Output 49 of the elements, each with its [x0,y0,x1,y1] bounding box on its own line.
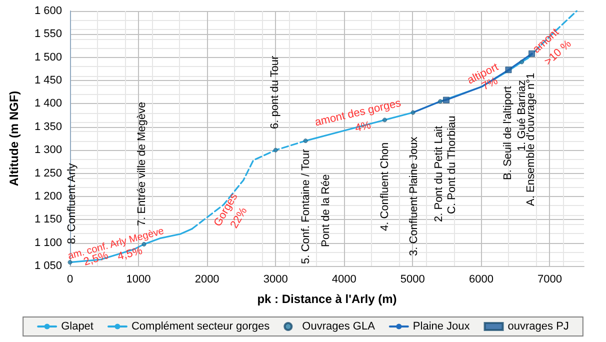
y-tick-label: 1 300 [34,144,62,156]
x-tick-label: 6000 [468,274,494,286]
annotation: 3. Confluent Plaine Joux [408,136,420,256]
point [410,110,416,115]
legend-label: ouvrages PJ [508,320,569,332]
point [520,60,524,64]
y-tick-label: 1 050 [34,260,62,272]
point [443,96,450,104]
point [303,138,308,144]
annotation: 2. Pont du Petit Lait [433,126,445,222]
legend-label: Complément secteur gorges [131,320,270,332]
legend-label: Ouvrages GLA [302,320,376,332]
point [68,260,72,265]
annotation: A. Ensemble d'ouvrage n°1 [525,72,537,206]
annotation: 7. Entrée ville de Megève [136,102,148,226]
y-tick-label: 1 450 [34,74,62,87]
y-axis-title: Altitude (m NGF) [7,90,21,186]
y-tick-label: 1 250 [34,167,62,180]
x-tick-label: 2000 [194,274,220,286]
annotation: 5. Conf. Fontaine / Tour [300,148,312,264]
x-tick-label: 1000 [126,274,151,286]
y-tick-label: 1 400 [34,98,62,110]
point [273,148,278,152]
x-tick-label: 7000 [537,274,562,286]
point [528,50,536,57]
y-tick-label: 1 600 [34,5,62,17]
x-tick-label: 0 [66,274,74,286]
annotation: C. Pont du Thorbiau [446,116,458,214]
point [505,66,512,74]
y-tick-label: 1 150 [34,214,62,226]
annotation: 4% [354,119,372,135]
y-tick-label: 1 350 [34,120,62,133]
legend-label: Glapet [61,320,94,332]
x-tick-label: 3000 [263,274,288,286]
point [382,118,387,122]
point [438,99,443,104]
y-tick-label: 1 100 [34,236,62,249]
x-axis-title: pk : Distance à l'Arly (m) [257,292,397,306]
annotation: 8. Confluent Arly [66,162,78,244]
x-tick-label: 4000 [332,274,356,286]
annotation: 6. pont du Tour [269,55,281,129]
y-tick-label: 1 550 [34,28,62,40]
annotation: 4. Confluent Chon [379,142,391,231]
annotation: Pont de la Rée [320,174,332,247]
legend-label: Plaine Joux [412,320,470,332]
x-tick-label: 5000 [400,274,425,286]
y-tick-label: 1 200 [34,190,62,202]
annotation: B. Seuil de l'altiport [502,86,514,180]
y-tick-label: 1 500 [34,51,62,64]
